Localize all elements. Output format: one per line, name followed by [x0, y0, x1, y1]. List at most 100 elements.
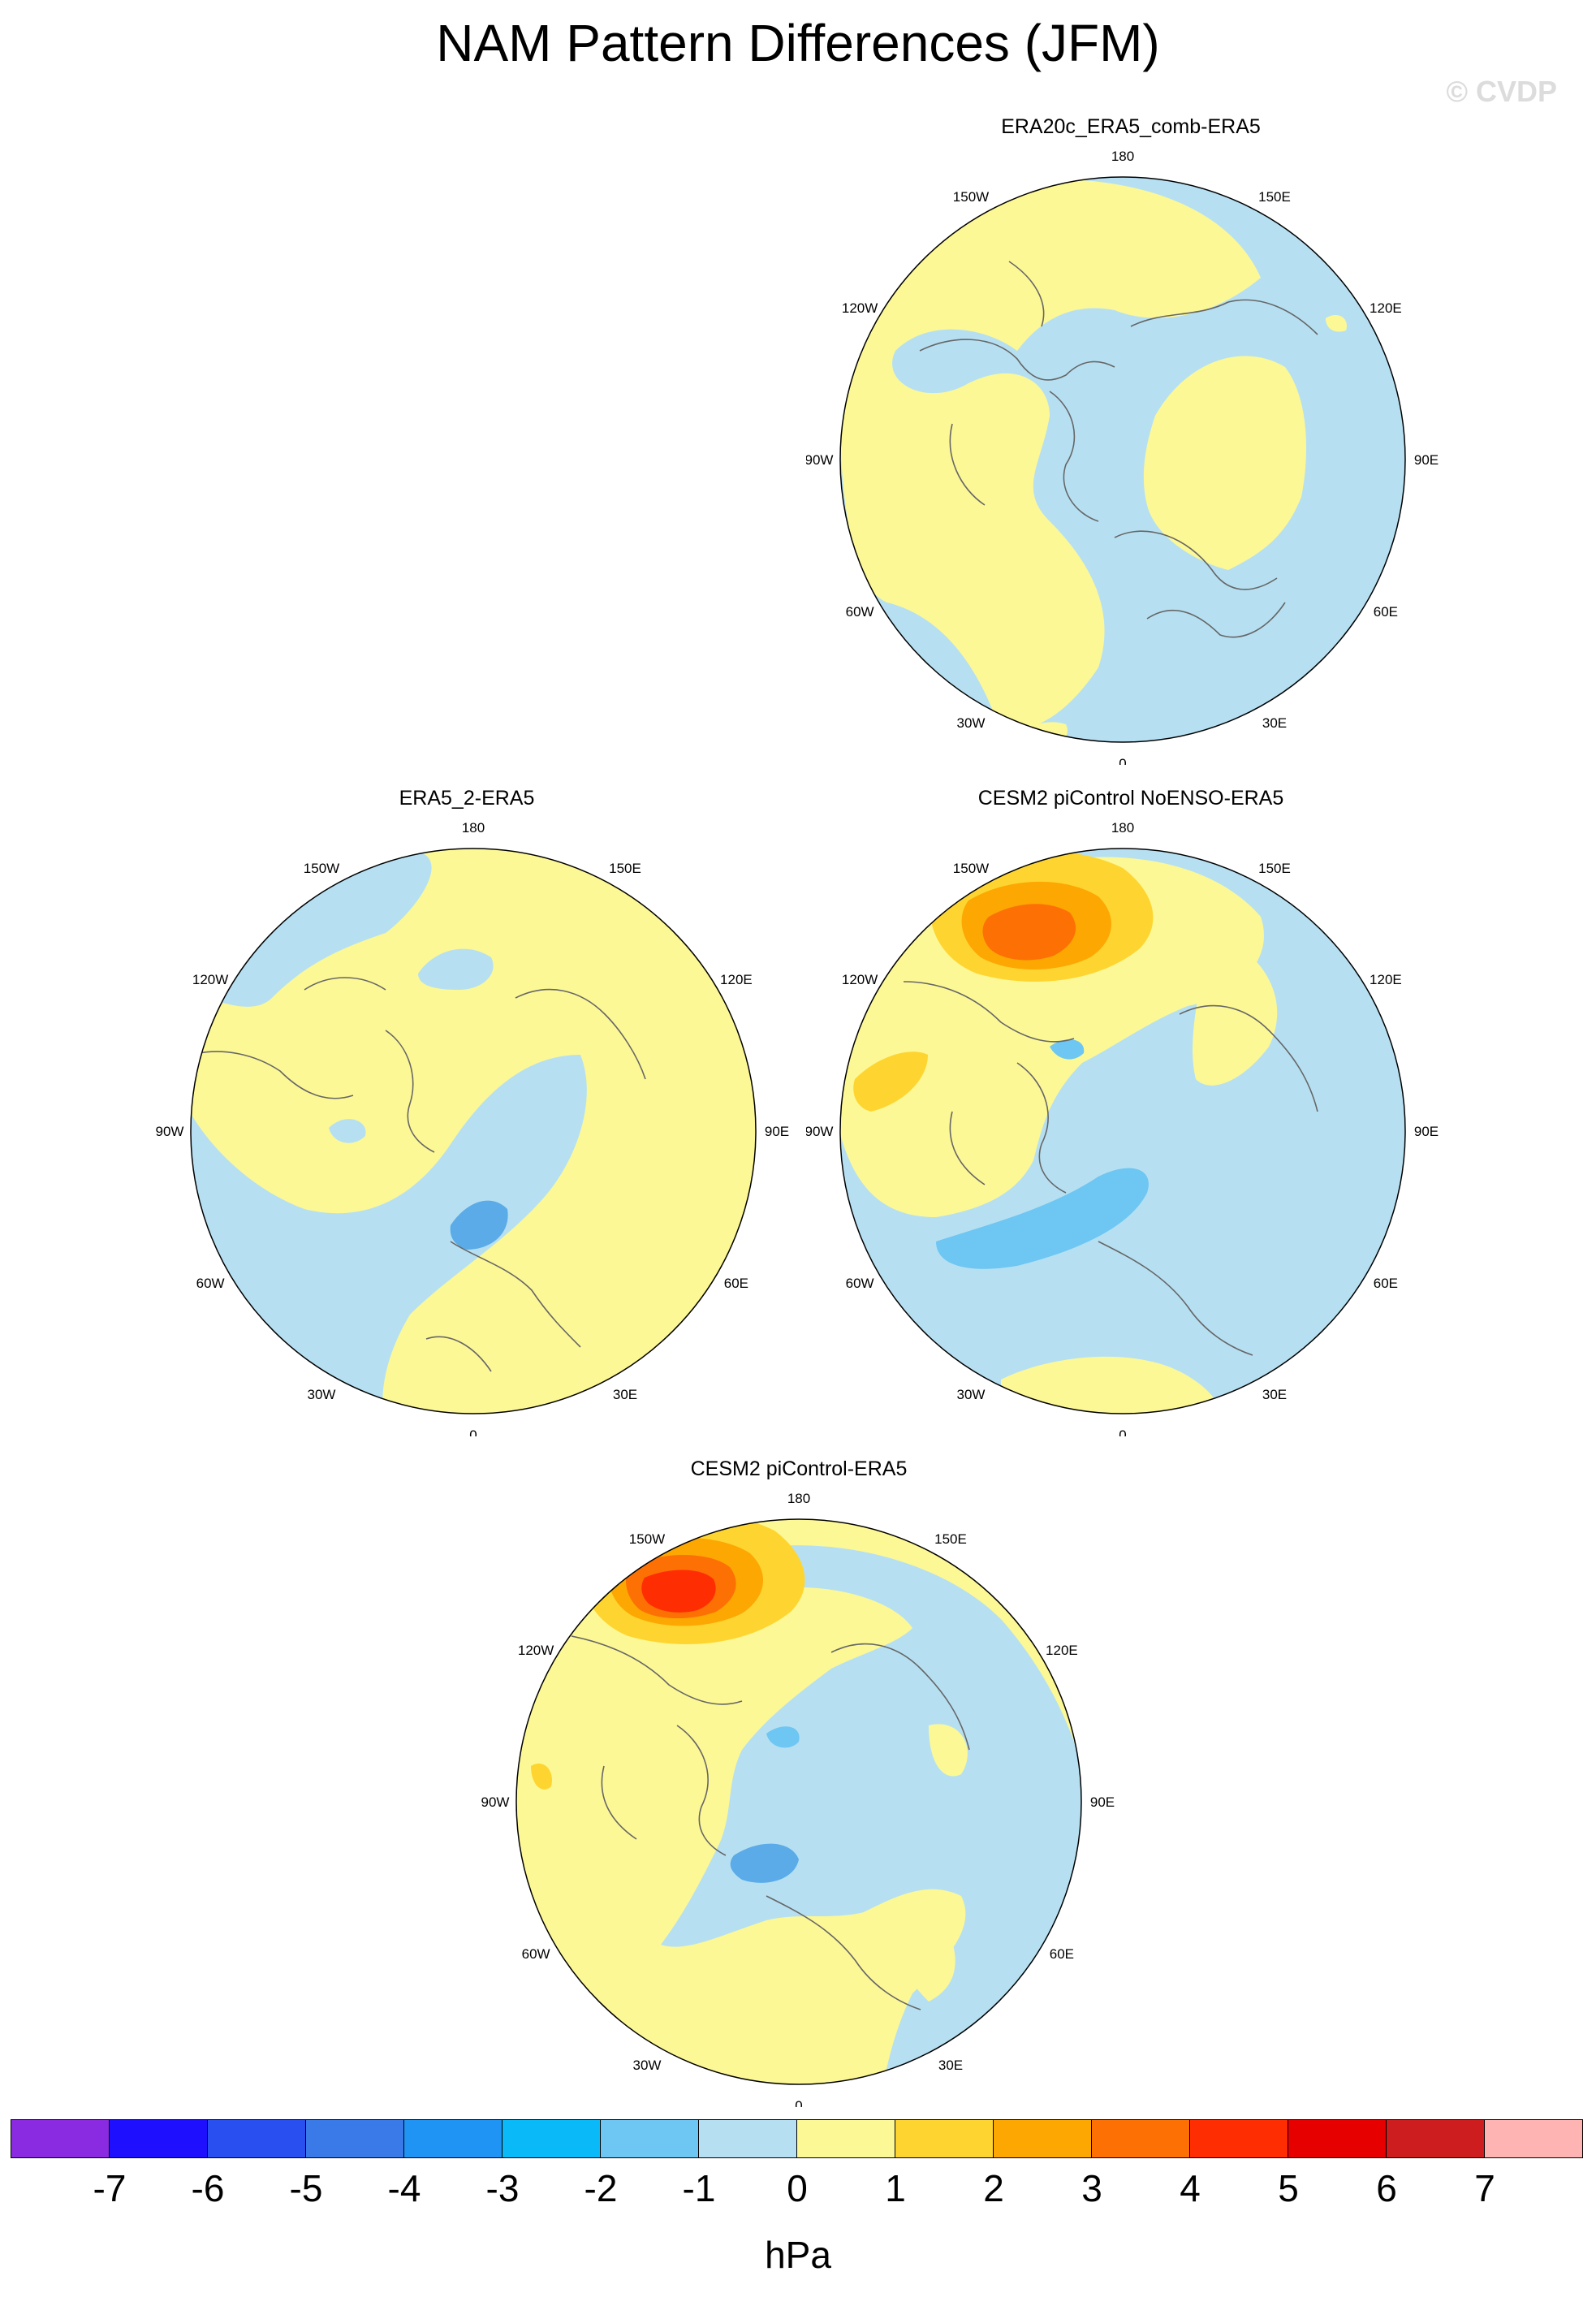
lon-labels: 180 150E 120E 90E 60E 30E 0 30W 60W 90W 120W 150W	[806, 820, 1439, 1436]
lon-label: 120E	[1046, 1643, 1078, 1658]
panel-era5-2: ERA5_2-ERA5 180 150E 120E 90E 60E 30E 0 30W 60W 9…	[142, 787, 792, 1436]
colorbar-tick-label: -4	[387, 2167, 421, 2209]
lon-label: 120W	[518, 1643, 554, 1658]
colorbar-tick-label: 0	[787, 2167, 808, 2209]
colorbar-tick-label: -1	[682, 2167, 716, 2209]
colorbar-tick-label: -7	[93, 2167, 127, 2209]
lon-labels: 180 150E 120E 90E 60E 30E 0 30W 60W 90W 120W 150W	[481, 1491, 1115, 2107]
lon-label: 150W	[629, 1531, 665, 1547]
colorbar-swatch	[1288, 2119, 1387, 2158]
lon-labels: 180 150E 120E 90E 60E 30E 0 30W 60W 90W 120W 150W	[156, 820, 790, 1436]
colorbar-swatch	[1484, 2119, 1583, 2158]
lon-label: 180	[462, 820, 485, 836]
lon-label: 150E	[1258, 189, 1291, 205]
colorbar-tick-label: 2	[983, 2167, 1004, 2209]
colorbar-tick-label: -2	[584, 2167, 618, 2209]
lon-label: 60E	[1374, 1276, 1398, 1291]
colorbar-swatch	[11, 2119, 110, 2158]
colorbar-tick-label: 1	[885, 2167, 906, 2209]
lon-label: 60W	[846, 604, 874, 620]
polar-map: 180 150E 120E 90E 60E 30E 0 30W 60W 90W 120W 150W	[806, 820, 1439, 1436]
panel-cesm2-noenso: CESM2 piControl NoENSO-ERA5 180 150E 120E 9…	[806, 787, 1456, 1436]
lon-label: 30W	[957, 715, 986, 731]
lon-label: 60E	[1050, 1946, 1074, 1962]
lon-label: 150E	[1258, 861, 1291, 876]
lon-label: 90E	[1090, 1794, 1115, 1810]
lon-label: 180	[1111, 820, 1134, 836]
colorbar-swatch	[1189, 2119, 1288, 2158]
colorbar-swatch	[698, 2119, 797, 2158]
colorbar-tick-label: 3	[1081, 2167, 1102, 2209]
lon-label: 90E	[765, 1124, 789, 1139]
lon-label: 150E	[609, 861, 641, 876]
lon-label: 30W	[308, 1387, 336, 1402]
lon-label: 30W	[957, 1387, 986, 1402]
watermark: © CVDP	[1446, 75, 1557, 108]
lon-label: 30E	[613, 1387, 637, 1402]
colorbar-swatch	[796, 2119, 895, 2158]
colorbar-tick-label: 6	[1376, 2167, 1397, 2209]
lon-label: 30E	[938, 2058, 963, 2073]
lon-label: 120E	[720, 972, 753, 987]
lon-label: 60W	[196, 1276, 225, 1291]
lon-label: 30W	[633, 2058, 662, 2073]
panel-title: ERA5_2-ERA5	[399, 787, 535, 810]
colorbar-swatch	[600, 2119, 699, 2158]
lon-label: 60W	[522, 1946, 550, 1962]
lon-label: 90W	[156, 1124, 184, 1139]
lon-label: 90E	[1414, 1124, 1439, 1139]
lon-label: 180	[787, 1491, 810, 1506]
lon-label: 120W	[192, 972, 228, 987]
figure-title: NAM Pattern Differences (JFM)	[436, 14, 1160, 72]
colorbar-swatch	[207, 2119, 306, 2158]
colorbar-swatch	[109, 2119, 208, 2158]
panel-cesm2: CESM2 piControl-ERA5 180 150E 120E 90E 60E 3	[474, 1457, 1124, 2107]
panel-title: CESM2 piControl-ERA5	[690, 1457, 908, 1480]
lon-label: 90W	[481, 1794, 510, 1810]
colorbar-swatch	[1091, 2119, 1190, 2158]
colorbar-swatch	[993, 2119, 1092, 2158]
lon-label: 150W	[953, 189, 989, 205]
lon-label: 30E	[1262, 715, 1287, 731]
colorbar-swatch	[1386, 2119, 1485, 2158]
polar-map: 180 150E 120E 90E 60E 30E 0 30W 60W 90W 120W 150W	[481, 1491, 1115, 2107]
polar-map: 180 150E 120E 90E 60E 30E 0 30W 60W 90W 120W 150W	[806, 149, 1439, 765]
lon-label: 90W	[806, 452, 833, 468]
panel-title: CESM2 piControl NoENSO-ERA5	[977, 787, 1284, 810]
polar-map: 180 150E 120E 90E 60E 30E 0 30W 60W 90W 120W 150W	[156, 820, 790, 1436]
colorbar-tick-label: -5	[289, 2167, 323, 2209]
lon-label: 60E	[724, 1276, 748, 1291]
lon-label: 0	[1119, 1427, 1126, 1436]
lon-labels: 180 150E 120E 90E 60E 30E 0 30W 60W 90W 120W 150W	[806, 149, 1439, 765]
colorbar	[11, 2119, 1583, 2158]
lon-label: 120W	[842, 972, 878, 987]
colorbar-tick-label: 5	[1278, 2167, 1299, 2209]
colorbar-swatch	[403, 2119, 503, 2158]
lon-label: 180	[1111, 149, 1134, 164]
lon-label: 30E	[1262, 1387, 1287, 1402]
colorbar-units: hPa	[765, 2234, 831, 2276]
lon-label: 150W	[953, 861, 989, 876]
lon-label: 0	[469, 1427, 477, 1436]
lon-label: 150E	[934, 1531, 967, 1547]
lon-label: 60W	[846, 1276, 874, 1291]
lon-label: 60E	[1374, 604, 1398, 620]
lon-label: 90E	[1414, 452, 1439, 468]
panel-title: ERA20c_ERA5_comb-ERA5	[1001, 115, 1261, 138]
lon-label: 0	[1119, 756, 1126, 765]
colorbar-tick-label: -3	[485, 2167, 520, 2209]
lon-label: 0	[795, 2098, 802, 2107]
colorbar-tick-label: -6	[191, 2167, 225, 2209]
lon-label: 90W	[806, 1124, 833, 1139]
lon-label: 120E	[1370, 300, 1402, 316]
lon-label: 120W	[842, 300, 878, 316]
colorbar-swatch	[502, 2119, 601, 2158]
lon-label: 120E	[1370, 972, 1402, 987]
colorbar-ticks: -7 -6 -5 -4 -3 -2 -1 0 1 2 3 4 5 6 7	[0, 2166, 1596, 2215]
colorbar-swatch	[305, 2119, 404, 2158]
panel-era20c: ERA20c_ERA5_comb-ERA5 180 150E 120E 90E 60E 3…	[806, 115, 1456, 765]
lon-label: 150W	[304, 861, 339, 876]
colorbar-tick-label: 7	[1474, 2167, 1495, 2209]
colorbar-swatch	[895, 2119, 994, 2158]
colorbar-tick-label: 4	[1180, 2167, 1201, 2209]
